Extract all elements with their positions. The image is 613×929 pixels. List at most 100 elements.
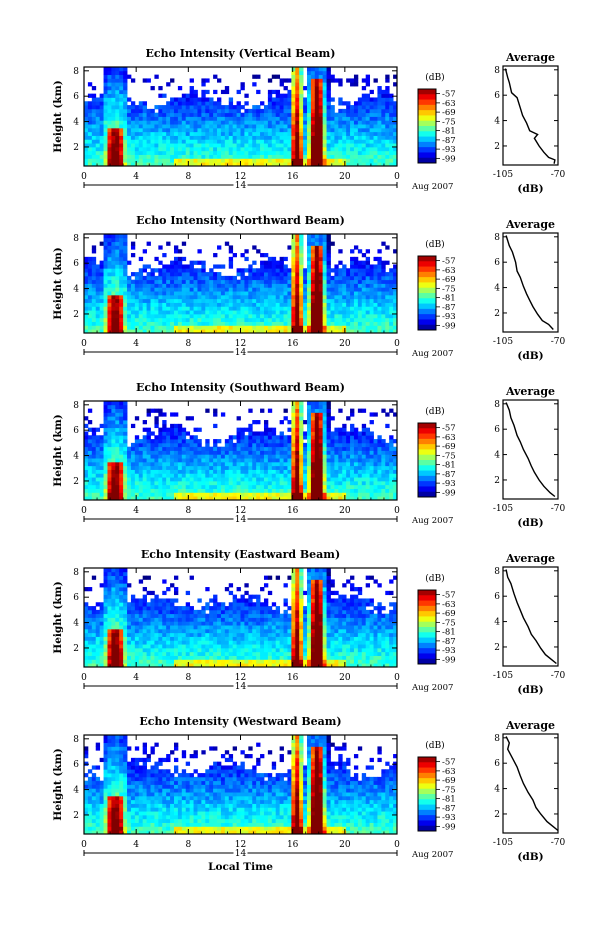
heatmap-cell bbox=[99, 458, 104, 463]
heatmap-cell bbox=[353, 329, 359, 334]
heatmap-cell bbox=[252, 298, 257, 303]
heatmap-cell bbox=[205, 469, 210, 474]
heatmap-cell bbox=[111, 408, 116, 413]
heatmap-cell bbox=[146, 241, 151, 246]
heatmap-cell bbox=[209, 283, 214, 288]
heatmap-cell bbox=[283, 143, 288, 148]
heatmap-cell bbox=[350, 116, 355, 121]
heatmap-cell bbox=[381, 268, 386, 273]
heatmap-cell bbox=[338, 154, 343, 159]
heatmap-cell bbox=[146, 450, 151, 455]
heatmap-cell bbox=[318, 93, 324, 98]
heatmap-cell bbox=[103, 237, 108, 243]
heatmap-cell bbox=[115, 279, 120, 284]
heatmap-cell bbox=[365, 325, 371, 330]
heatmap-cell bbox=[201, 492, 206, 497]
heatmap-cell bbox=[338, 461, 343, 467]
heatmap-cell bbox=[119, 256, 124, 262]
heatmap-cell bbox=[267, 294, 273, 300]
heatmap-cell bbox=[87, 329, 93, 334]
heatmap-cell bbox=[248, 454, 253, 459]
heatmap-cell bbox=[326, 260, 331, 265]
heatmap-cell bbox=[142, 313, 147, 319]
heatmap-cell bbox=[267, 454, 273, 459]
heatmap-cell bbox=[307, 404, 312, 410]
heatmap-cell bbox=[279, 139, 284, 144]
heatmap-cell bbox=[307, 283, 312, 288]
heatmap-cell bbox=[267, 310, 273, 315]
heatmap-cell bbox=[252, 496, 257, 501]
heatmap-cell bbox=[263, 291, 269, 296]
heatmap-cell bbox=[91, 317, 97, 322]
heatmap-cell bbox=[275, 150, 281, 155]
heatmap-cell bbox=[99, 135, 104, 140]
heatmap-cell bbox=[287, 302, 292, 307]
heatmap-cell bbox=[377, 298, 382, 303]
heatmap-cell bbox=[267, 275, 273, 281]
heatmap-cell bbox=[220, 154, 226, 159]
heatmap-cell bbox=[256, 310, 261, 315]
heatmap-cell bbox=[87, 291, 93, 296]
heatmap-cell bbox=[267, 291, 273, 296]
heatmap-cell bbox=[252, 306, 257, 311]
heatmap-cell bbox=[142, 306, 147, 311]
heatmap-cell bbox=[240, 488, 245, 493]
heatmap-cell bbox=[326, 146, 331, 152]
heatmap-cell bbox=[154, 329, 159, 334]
heatmap-cell bbox=[217, 465, 222, 470]
heatmap-cell bbox=[350, 313, 355, 319]
heatmap-cell bbox=[307, 101, 312, 106]
heatmap-cell bbox=[189, 158, 194, 163]
heatmap-cell bbox=[181, 143, 187, 148]
heatmap-cell bbox=[393, 127, 398, 133]
heatmap-cell bbox=[111, 404, 116, 410]
heatmap-cell bbox=[318, 477, 324, 482]
heatmap-cell bbox=[353, 458, 359, 463]
heatmap-cell bbox=[361, 480, 367, 486]
heatmap-cell bbox=[146, 480, 151, 486]
heatmap-cell bbox=[103, 154, 108, 159]
heatmap-cell bbox=[334, 492, 339, 497]
heatmap-cell bbox=[314, 74, 320, 79]
heatmap-cell bbox=[310, 264, 316, 269]
heatmap-cell bbox=[166, 313, 171, 319]
heatmap-cell bbox=[111, 275, 116, 281]
heatmap-cell bbox=[303, 158, 308, 163]
heatmap-cell bbox=[193, 108, 198, 114]
heatmap-cell bbox=[127, 150, 132, 155]
heatmap-cell bbox=[263, 325, 269, 330]
heatmap-cell bbox=[166, 158, 171, 163]
heatmap-cell bbox=[127, 162, 132, 167]
heatmap-cell bbox=[326, 442, 331, 448]
heatmap-cell bbox=[314, 264, 320, 269]
heatmap-cell bbox=[189, 108, 194, 114]
heatmap-cell bbox=[248, 496, 253, 501]
heatmap-cell bbox=[193, 162, 198, 167]
heatmap-cell bbox=[138, 283, 144, 288]
heatmap-cell bbox=[353, 112, 359, 117]
heatmap-cell bbox=[154, 287, 159, 292]
heatmap-cell bbox=[291, 484, 296, 489]
heatmap-cell bbox=[193, 275, 198, 281]
heatmap-cell bbox=[385, 279, 390, 284]
heatmap-cell bbox=[310, 116, 316, 121]
heatmap-cell bbox=[201, 298, 206, 303]
heatmap-cell bbox=[389, 275, 394, 281]
heatmap-cell bbox=[158, 458, 163, 463]
heatmap-cell bbox=[236, 450, 241, 455]
heatmap-cell bbox=[134, 143, 140, 148]
heatmap-cell bbox=[189, 101, 194, 106]
heatmap-cell bbox=[220, 321, 226, 326]
heatmap-cell bbox=[224, 329, 230, 334]
heatmap-cell bbox=[87, 143, 93, 148]
heatmap-cell bbox=[158, 412, 163, 417]
avg-y-tick-label: 6 bbox=[494, 258, 500, 268]
heatmap-cell bbox=[353, 310, 359, 315]
heatmap-cell bbox=[318, 89, 324, 95]
heatmap-cell bbox=[142, 287, 147, 292]
heatmap-cell bbox=[146, 329, 151, 334]
heatmap-cell bbox=[103, 272, 108, 277]
heatmap-cell bbox=[232, 484, 237, 489]
heatmap-cell bbox=[232, 146, 237, 152]
heatmap-cell bbox=[228, 313, 234, 319]
